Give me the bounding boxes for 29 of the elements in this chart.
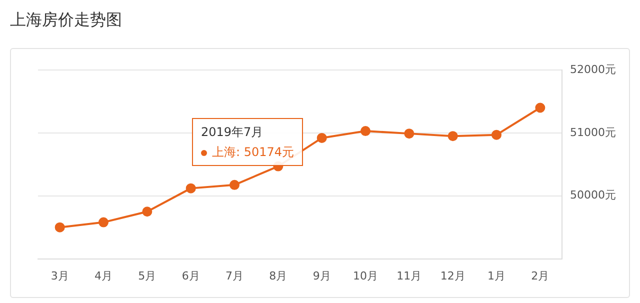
point — [404, 128, 414, 139]
x-tick-label: 3月 — [50, 269, 69, 282]
x-tick-label: 6月 — [182, 269, 200, 282]
annotation: 上海: 50174元 — [212, 145, 294, 159]
y-tick-label: 50000元 — [570, 188, 616, 202]
x-tick-label: 8月 — [269, 269, 288, 282]
x-tick-label: 2月 — [531, 269, 550, 282]
annotation: 2019年7月 — [201, 125, 264, 139]
point — [535, 102, 546, 113]
x-tick-label: 4月 — [94, 269, 112, 282]
x-tick-label: 11月 — [396, 269, 422, 282]
x-tick-label: 7月 — [226, 269, 244, 282]
x-tick-label: 9月 — [312, 269, 331, 282]
point — [98, 217, 108, 228]
point — [448, 131, 458, 142]
y-tick-label: 51000元 — [570, 126, 616, 139]
point — [54, 222, 65, 232]
x-tick-label: 10月 — [353, 269, 378, 282]
x-tick-label: 1月 — [488, 269, 506, 282]
point — [230, 180, 240, 190]
y-tick-label: 52000元 — [570, 62, 616, 76]
x-tick-label: 5月 — [138, 269, 156, 282]
point — [142, 206, 152, 217]
x-tick-label: 12月 — [440, 269, 466, 282]
point — [186, 183, 196, 194]
point — [360, 126, 371, 136]
point — [316, 132, 327, 143]
point — [492, 130, 502, 140]
chart-title: 上海房价走势图 — [10, 10, 122, 31]
